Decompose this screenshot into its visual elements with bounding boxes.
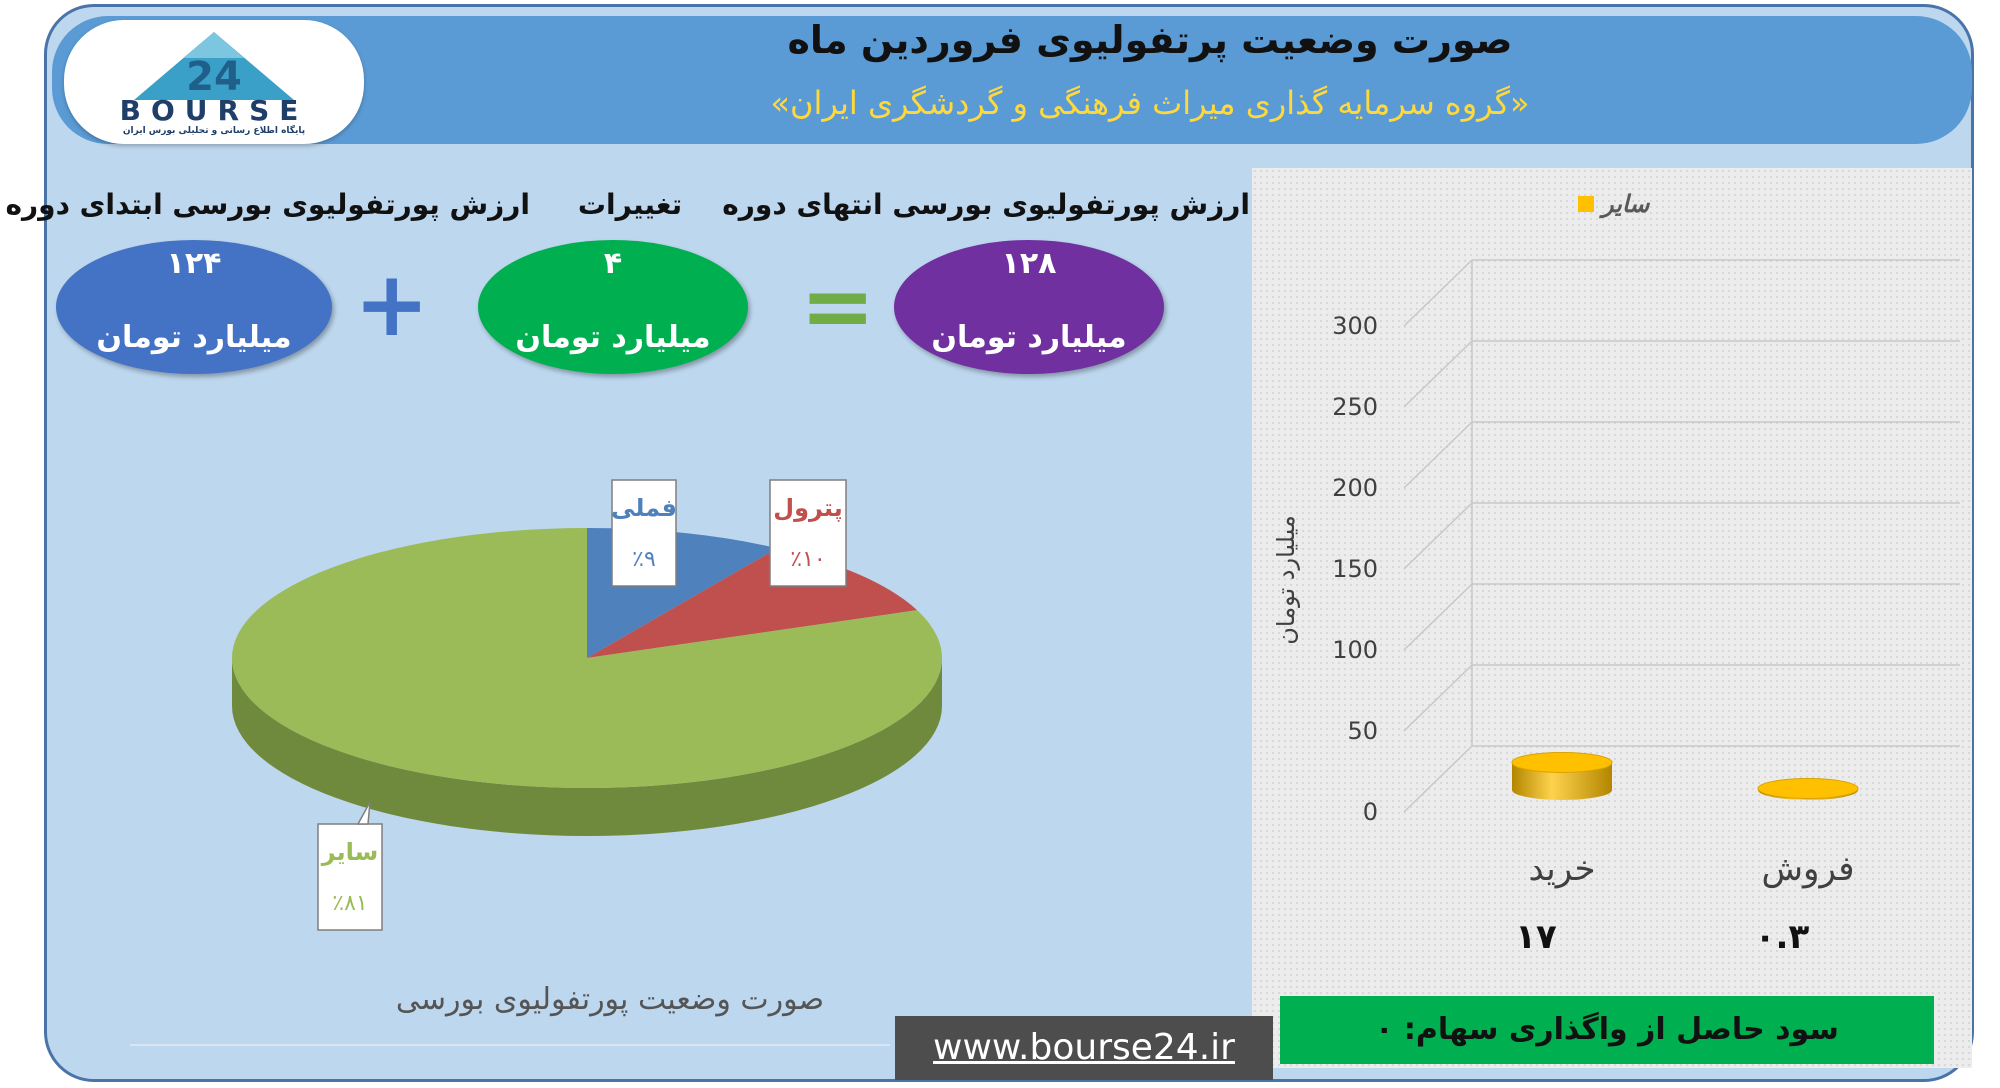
equals-sign: = (800, 254, 876, 359)
start-value: ۱۲۴ (166, 246, 222, 281)
y-tick-150: 150 (1332, 555, 1378, 583)
page-title: صورت وضعیت پرتفولیوی فروردین ماه (787, 18, 1513, 62)
pie-callout-pointer (356, 801, 371, 825)
pie-callout-box-0 (611, 479, 677, 587)
page-subtitle: «گروه سرمایه گذاری میراث فرهنگی و گردشگر… (770, 84, 1530, 122)
logo: 24 BOURSE پایگاه اطلاع رسانی و تحلیلی بو… (64, 20, 364, 144)
change-label: تغییرات (577, 188, 683, 221)
footer-divider (130, 1044, 890, 1046)
pie-label-percent-0: ٪۹ (632, 547, 656, 572)
x-category-0: خرید (1528, 849, 1595, 889)
bar-value-label-1: ۰.۳ (1755, 917, 1810, 957)
y-tick-0: 0 (1363, 798, 1378, 826)
pie-label-percent-1: ٪۱۰ (790, 547, 825, 572)
gridline-side-250 (1403, 340, 1473, 408)
gridline-side-50 (1403, 664, 1473, 732)
y-tick-250: 250 (1332, 393, 1378, 421)
start-unit: میلیارد تومان (96, 320, 292, 355)
bar-chart-area (1252, 168, 1972, 1068)
y-tick-200: 200 (1332, 474, 1378, 502)
bar-value-label-0: ۱۷ (1515, 917, 1557, 957)
website-link[interactable]: www.bourse24.ir (895, 1016, 1273, 1080)
start-label: ارزش پورتفولیوی بورسی ابتدای دوره (5, 188, 530, 221)
logo-number: 24 (186, 54, 242, 100)
pie-callout-box-2 (317, 823, 383, 931)
pie-side-2 (232, 658, 942, 836)
end-value: ۱۲۸ (1001, 246, 1057, 281)
pie-slice-سایر (231, 528, 943, 788)
pie-callout-box-1 (769, 479, 847, 587)
pie-label-name-1: پترول (773, 494, 842, 522)
gridline-side-150 (1403, 502, 1473, 570)
gridline-side-200 (1403, 421, 1473, 489)
pie-label-percent-2: ٪۸۱ (332, 891, 367, 916)
logo-subtitle: پایگاه اطلاع رسانی و تحلیلی بورس ایران (122, 126, 306, 136)
legend-swatch (1578, 196, 1594, 212)
legend-label: سایر (1598, 190, 1650, 219)
pie-label-name-2: سایر (321, 838, 379, 866)
bar-cylinder-خرید (1512, 762, 1612, 800)
change-value-ellipse: ۴ میلیارد تومان (478, 240, 748, 374)
pie-chart: فملی ٪۹ پترول ٪۱۰ سایر ٪۸۱ (231, 479, 943, 931)
x-category-1: فروش (1762, 849, 1855, 889)
gridline-side-0 (1403, 745, 1473, 813)
end-value-ellipse: ۱۲۸ میلیارد تومان (894, 240, 1164, 374)
end-label: ارزش پورتفولیوی بورسی انتهای دوره (722, 188, 1250, 221)
y-axis-label: میلیارد تومان (1272, 515, 1300, 644)
end-unit: میلیارد تومان (931, 320, 1127, 355)
pie-label-name-0: فملی (611, 494, 677, 522)
bar-cylinder-top-فروش (1757, 778, 1859, 799)
plus-sign: + (354, 252, 430, 357)
change-unit: میلیارد تومان (515, 320, 711, 355)
logo-icon: 24 (134, 32, 294, 100)
start-value-ellipse: ۱۲۴ میلیارد تومان (56, 240, 332, 374)
gridline-side-300 (1403, 259, 1473, 327)
logo-text: BOURSE (119, 94, 309, 127)
change-value: ۴ (603, 246, 623, 281)
profit-box: سود حاصل از واگذاری سهام: ۰ (1280, 996, 1934, 1064)
y-tick-300: 300 (1332, 312, 1378, 340)
pie-caption: صورت وضعیت پورتفولیوی بورسی (395, 982, 825, 1017)
y-tick-50: 50 (1347, 717, 1378, 745)
gridline-side-100 (1403, 583, 1473, 651)
header-banner (52, 16, 1972, 144)
bar-cylinder-top-خرید (1511, 751, 1613, 773)
y-tick-100: 100 (1332, 636, 1378, 664)
